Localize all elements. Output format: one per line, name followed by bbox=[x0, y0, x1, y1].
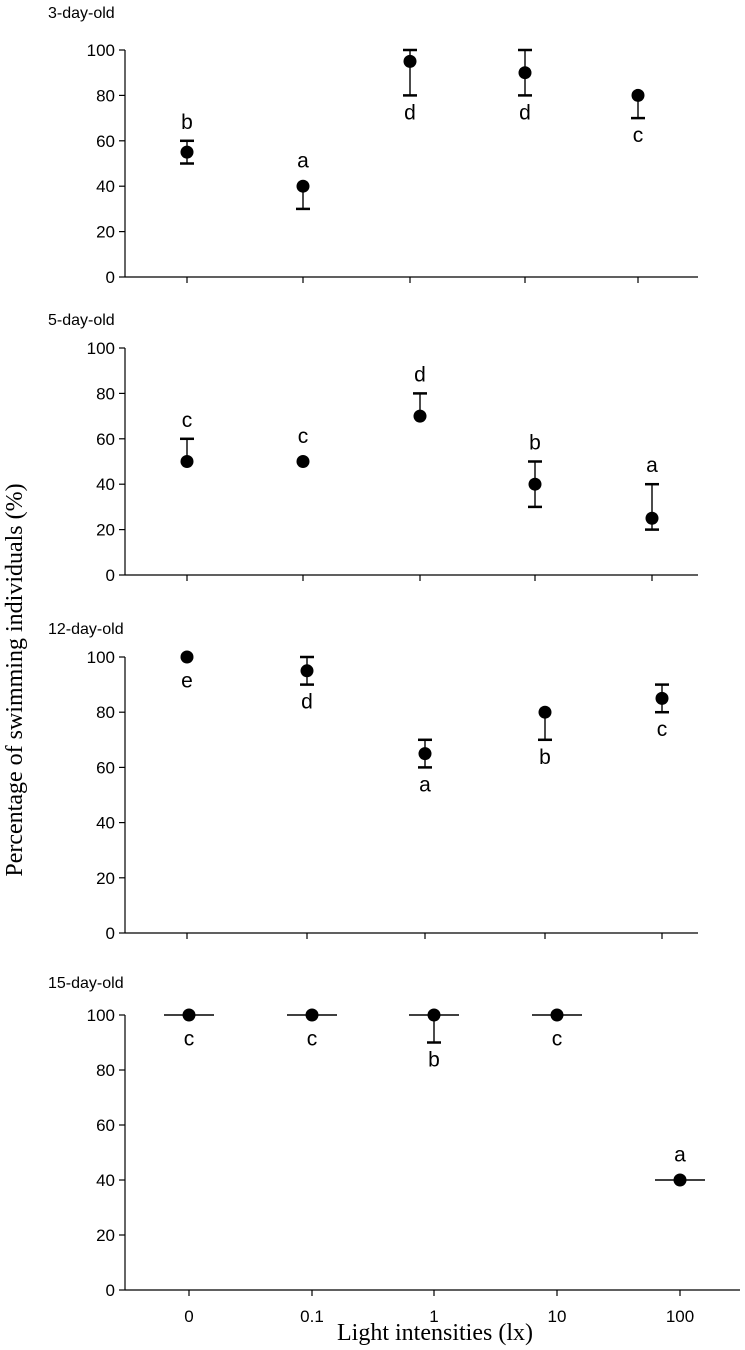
data-point bbox=[305, 1008, 319, 1022]
y-tick-label: 60 bbox=[96, 1116, 115, 1135]
data-point bbox=[403, 54, 417, 68]
data-point bbox=[180, 145, 194, 159]
x-tick-label: 100 bbox=[666, 1307, 694, 1326]
significance-letter: b bbox=[181, 111, 193, 134]
y-tick-label: 100 bbox=[87, 41, 115, 60]
significance-letter: c bbox=[184, 1028, 195, 1051]
y-tick-label: 40 bbox=[96, 814, 115, 833]
significance-letter: d bbox=[301, 691, 313, 714]
y-axis-title: Percentage of swimming individuals (%) bbox=[2, 483, 28, 876]
data-point bbox=[300, 664, 314, 678]
y-tick-label: 40 bbox=[96, 475, 115, 494]
significance-letter: b bbox=[539, 746, 551, 769]
data-point bbox=[180, 650, 194, 664]
x-tick-label: 0.1 bbox=[300, 1307, 324, 1326]
y-tick-label: 100 bbox=[87, 648, 115, 667]
panel-title: 12-day-old bbox=[48, 621, 124, 638]
significance-letter: b bbox=[529, 432, 541, 455]
data-point bbox=[631, 88, 645, 102]
panel-title: 3-day-old bbox=[48, 5, 115, 22]
y-tick-label: 80 bbox=[96, 86, 115, 105]
y-tick-label: 20 bbox=[96, 223, 115, 242]
data-point bbox=[655, 691, 669, 705]
data-point bbox=[528, 477, 542, 491]
y-tick-label: 80 bbox=[96, 384, 115, 403]
y-tick-label: 100 bbox=[87, 339, 115, 358]
significance-letter: a bbox=[646, 454, 658, 477]
data-point bbox=[673, 1173, 687, 1187]
y-tick-label: 0 bbox=[106, 566, 115, 585]
y-tick-label: 60 bbox=[96, 758, 115, 777]
significance-letter: e bbox=[181, 670, 193, 693]
significance-letter: b bbox=[428, 1049, 440, 1072]
x-tick-label: 0 bbox=[184, 1307, 193, 1326]
x-tick-label: 1 bbox=[429, 1307, 438, 1326]
panel-12-day-old: 12-day-old 0 20 40 60 80 100 e d a b c bbox=[48, 621, 698, 943]
y-tick-label: 60 bbox=[96, 430, 115, 449]
data-point bbox=[296, 455, 310, 468]
data-point bbox=[182, 1008, 196, 1022]
significance-letter: d bbox=[414, 363, 426, 386]
panel-title: 15-day-old bbox=[48, 975, 124, 992]
y-tick-label: 0 bbox=[106, 1281, 115, 1300]
significance-letter: c bbox=[307, 1028, 318, 1051]
y-tick-label: 60 bbox=[96, 132, 115, 151]
significance-letter: c bbox=[633, 124, 644, 147]
significance-letter: a bbox=[674, 1144, 686, 1167]
y-tick-label: 20 bbox=[96, 869, 115, 888]
data-point bbox=[518, 66, 532, 80]
data-point bbox=[180, 455, 194, 468]
data-point bbox=[538, 705, 552, 719]
x-tick-label: 10 bbox=[548, 1307, 567, 1326]
y-tick-label: 0 bbox=[106, 924, 115, 943]
panel-3-day-old: 3-day-old 0 20 40 60 80 100 b a d d c bbox=[48, 5, 698, 287]
significance-letter: d bbox=[519, 101, 531, 124]
panel-5-day-old: 5-day-old 0 20 40 60 80 100 c c d b a bbox=[48, 312, 698, 585]
data-point bbox=[427, 1008, 441, 1022]
significance-letter: c bbox=[298, 425, 309, 448]
data-point bbox=[645, 511, 659, 525]
data-point bbox=[550, 1008, 564, 1022]
significance-letter: d bbox=[404, 101, 416, 124]
y-tick-label: 20 bbox=[96, 1226, 115, 1245]
y-tick-label: 100 bbox=[87, 1006, 115, 1025]
y-tick-label: 40 bbox=[96, 1171, 115, 1190]
panel-title: 5-day-old bbox=[48, 312, 115, 329]
y-tick-label: 80 bbox=[96, 1061, 115, 1080]
panel-15-day-old: 15-day-old 0 20 40 60 80 100 0 0.1 1 10 100 c c b c a bbox=[48, 975, 740, 1326]
x-axis-title: Light intensities (lx) bbox=[337, 1320, 533, 1346]
significance-letter: a bbox=[419, 773, 431, 796]
data-point bbox=[296, 179, 310, 193]
data-point bbox=[418, 747, 432, 761]
y-tick-label: 0 bbox=[106, 268, 115, 287]
significance-letter: c bbox=[552, 1028, 563, 1051]
y-tick-label: 80 bbox=[96, 703, 115, 722]
data-point bbox=[413, 409, 427, 423]
y-tick-label: 40 bbox=[96, 177, 115, 196]
y-tick-label: 20 bbox=[96, 521, 115, 540]
significance-letter: c bbox=[657, 718, 668, 741]
significance-letter: c bbox=[182, 409, 193, 432]
significance-letter: a bbox=[297, 150, 309, 173]
